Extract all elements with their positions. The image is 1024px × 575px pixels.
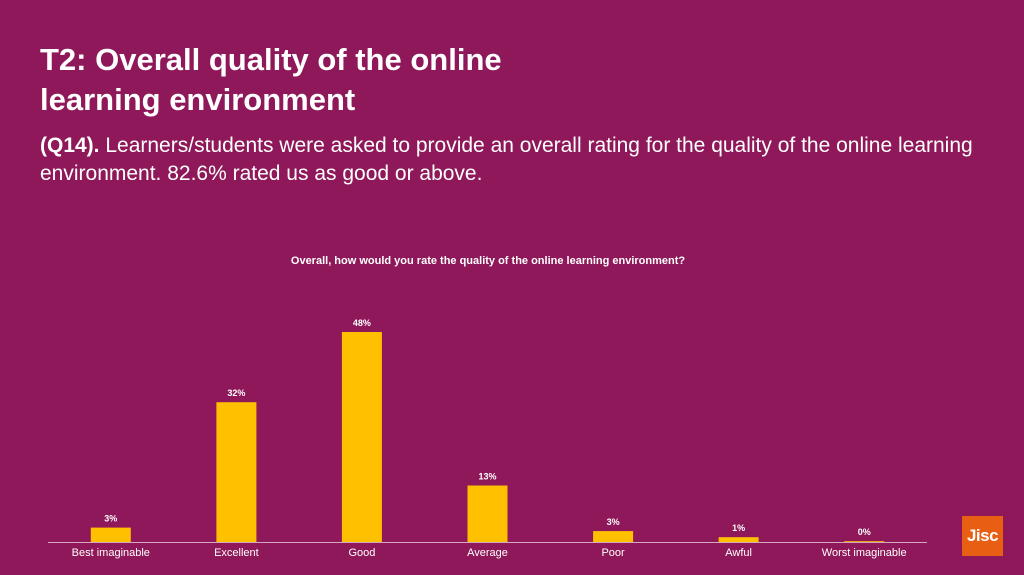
x-tick-label: Best imaginable (72, 547, 150, 559)
bar-best-imaginable (90, 527, 131, 543)
data-label: 0% (858, 527, 871, 537)
data-label: 1% (732, 523, 745, 533)
slide-subtitle: (Q14). Learners/students were asked to p… (40, 132, 1000, 188)
jisc-logo: Jisc (962, 516, 1003, 556)
bar-good (341, 332, 382, 543)
x-tick-label: Awful (725, 547, 752, 559)
bar-excellent (216, 402, 257, 543)
data-label: 13% (478, 472, 496, 482)
subtitle-text: Learners/students were asked to provide … (40, 134, 973, 185)
page-title: T2: Overall quality of the online learni… (40, 42, 502, 117)
bar-chart: Overall, how would you rate the quality … (48, 255, 927, 559)
bar-average (467, 485, 508, 543)
data-label: 32% (227, 388, 245, 398)
logo-text: Jisc (966, 526, 999, 545)
question-number: (Q14). (40, 134, 100, 157)
data-label: 3% (104, 514, 117, 524)
x-tick-label: Worst imaginable (822, 547, 907, 559)
x-tick-label: Average (467, 547, 508, 559)
bars-layer: 3% Best imaginable 32% Excellent 48% Good 13% A… (72, 318, 907, 559)
x-tick-label: Good (348, 547, 375, 559)
bar-awful (718, 537, 759, 543)
x-tick-label: Poor (601, 547, 625, 559)
data-label: 48% (353, 318, 371, 328)
bar-worst-imaginable (844, 541, 885, 543)
x-tick-label: Excellent (214, 547, 259, 559)
chart-title: Overall, how would you rate the quality … (291, 255, 685, 267)
data-label: 3% (607, 517, 620, 527)
bar-poor (593, 531, 634, 543)
